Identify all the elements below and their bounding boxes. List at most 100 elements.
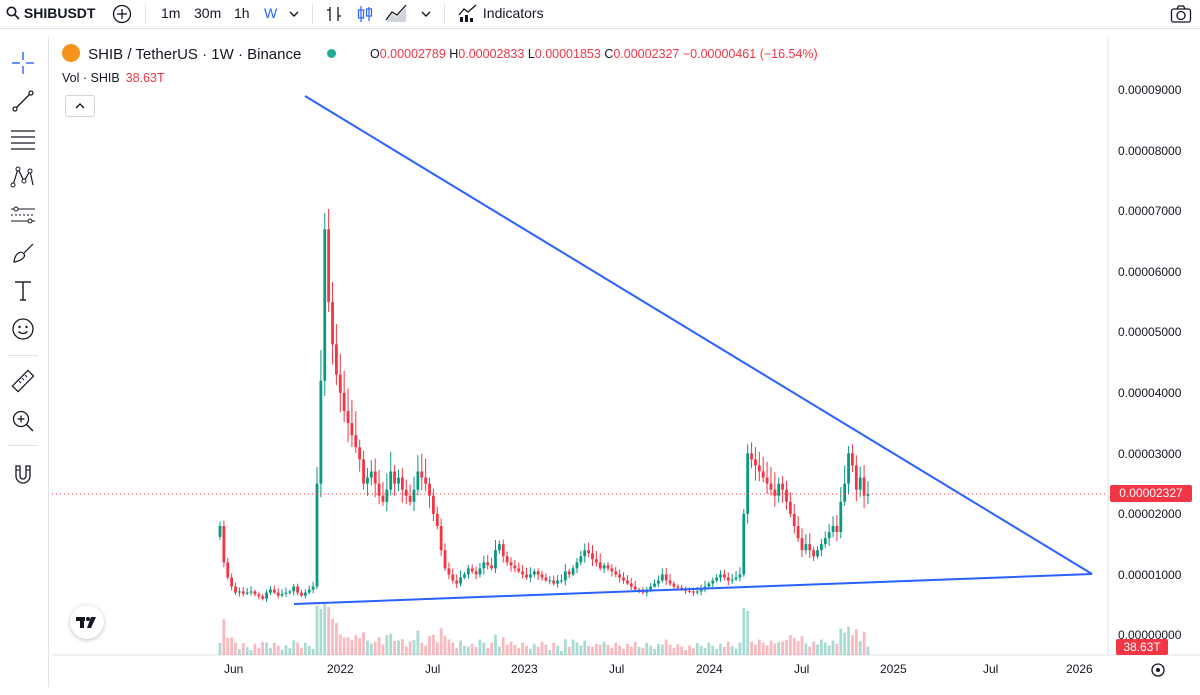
candle-body	[307, 589, 311, 593]
volume-bar	[350, 640, 354, 655]
interval-1m[interactable]: 1m	[161, 5, 181, 21]
add-symbol-button[interactable]	[112, 0, 132, 28]
chevron-down-icon	[289, 11, 299, 17]
volume-bar	[839, 628, 843, 655]
candle-body	[754, 459, 757, 466]
chart-type-dropdown[interactable]	[420, 0, 432, 28]
candle-body	[269, 589, 272, 593]
candle-body	[552, 580, 556, 584]
volume-bar	[715, 648, 719, 655]
candle-body	[540, 574, 544, 578]
volume-bar	[622, 648, 625, 655]
volume-bar	[703, 647, 707, 655]
volume-bar	[680, 646, 684, 655]
interval-1h[interactable]: 1h	[234, 5, 250, 21]
interval-30m[interactable]: 30m	[194, 5, 222, 21]
magnet-tool[interactable]	[9, 461, 37, 489]
candle-body	[432, 495, 435, 514]
candle-body	[688, 590, 691, 592]
candle-body	[796, 526, 800, 539]
volume-bar	[389, 633, 393, 655]
indicators-button[interactable]: Indicators	[457, 0, 544, 28]
fib-tool[interactable]	[9, 125, 37, 153]
volume-bar	[269, 647, 272, 655]
zoom-in-tool[interactable]	[9, 407, 37, 435]
collapse-legend-button[interactable]	[65, 95, 95, 117]
pattern-icon	[10, 166, 34, 188]
area-chart-icon	[385, 4, 407, 22]
interval-dropdown[interactable]	[288, 0, 300, 28]
interval-weekly[interactable]: W	[264, 5, 278, 21]
volume-bar	[331, 618, 334, 655]
volume-bar	[408, 641, 412, 655]
bar-chart-button[interactable]	[324, 0, 344, 28]
candle-body	[342, 392, 346, 411]
candle-body	[327, 229, 331, 302]
volume-bar	[517, 647, 521, 655]
resistance-trendline[interactable]	[304, 95, 1093, 575]
symbol-search[interactable]: SHIBUSDT	[6, 0, 95, 28]
volume-bar	[773, 643, 777, 655]
settings-icon[interactable]	[1151, 663, 1165, 677]
volume-bar	[428, 636, 431, 655]
indicators-label[interactable]: Indicators	[482, 5, 544, 21]
volume-bar	[684, 650, 687, 655]
volume-bar	[742, 608, 746, 655]
candle-body	[408, 495, 412, 502]
volume-bar	[385, 635, 389, 655]
bar-chart-icon	[327, 7, 341, 21]
trendline-tool[interactable]	[9, 87, 37, 115]
candle-body	[323, 229, 327, 381]
snapshot-button[interactable]	[1170, 0, 1192, 28]
ruler-icon	[11, 369, 35, 393]
volume-bar	[501, 637, 505, 655]
volume-bar	[238, 649, 241, 655]
ruler-tool[interactable]	[9, 367, 37, 395]
area-chart-button[interactable]	[384, 0, 408, 28]
volume-bar	[614, 642, 618, 655]
pattern-tool[interactable]	[9, 163, 37, 191]
volume-bar	[335, 622, 338, 655]
volume-bar	[315, 606, 319, 655]
tradingview-logo-icon	[76, 617, 96, 628]
volume-bar	[579, 645, 583, 655]
candle-body	[470, 568, 474, 572]
candle-body	[606, 565, 610, 569]
candle-body	[505, 556, 509, 563]
market-status-icon	[327, 49, 337, 58]
open-label: O	[370, 47, 380, 61]
candle-body	[513, 565, 517, 569]
high-value: 0.00002833	[458, 47, 525, 61]
candle-body	[827, 532, 831, 539]
candle-body	[424, 477, 428, 484]
volume-bar	[532, 643, 536, 655]
volume-bar	[486, 647, 490, 655]
time-tick: 2024	[696, 662, 723, 676]
volume-bar	[435, 642, 439, 655]
emoji-tool[interactable]	[9, 315, 37, 343]
volume-bar	[858, 641, 862, 655]
tradingview-logo[interactable]	[70, 605, 104, 639]
candle-body	[719, 574, 722, 578]
chart-settings-button[interactable]	[1151, 663, 1165, 677]
volume-bar	[261, 642, 265, 655]
candle-body	[726, 577, 730, 581]
text-tool[interactable]	[9, 277, 37, 305]
support-trendline[interactable]	[293, 573, 1093, 605]
candles-button[interactable]	[355, 0, 375, 28]
camera-icon	[1170, 5, 1192, 23]
candle-body	[854, 465, 858, 490]
close-label: C	[604, 47, 614, 61]
volume-bar	[544, 644, 548, 655]
volume-bar	[226, 637, 230, 655]
prediction-tool[interactable]	[9, 201, 37, 229]
text-icon	[15, 281, 31, 301]
candle-body	[660, 574, 664, 581]
symbol-name[interactable]: SHIBUSDT	[23, 5, 96, 21]
crosshair-tool[interactable]	[9, 49, 37, 77]
brush-tool[interactable]	[9, 239, 37, 267]
toolbar-divider	[312, 4, 313, 24]
symbol-title[interactable]: SHIB / TetherUS · 1W · Binance	[88, 46, 302, 63]
candle-body	[529, 574, 532, 578]
